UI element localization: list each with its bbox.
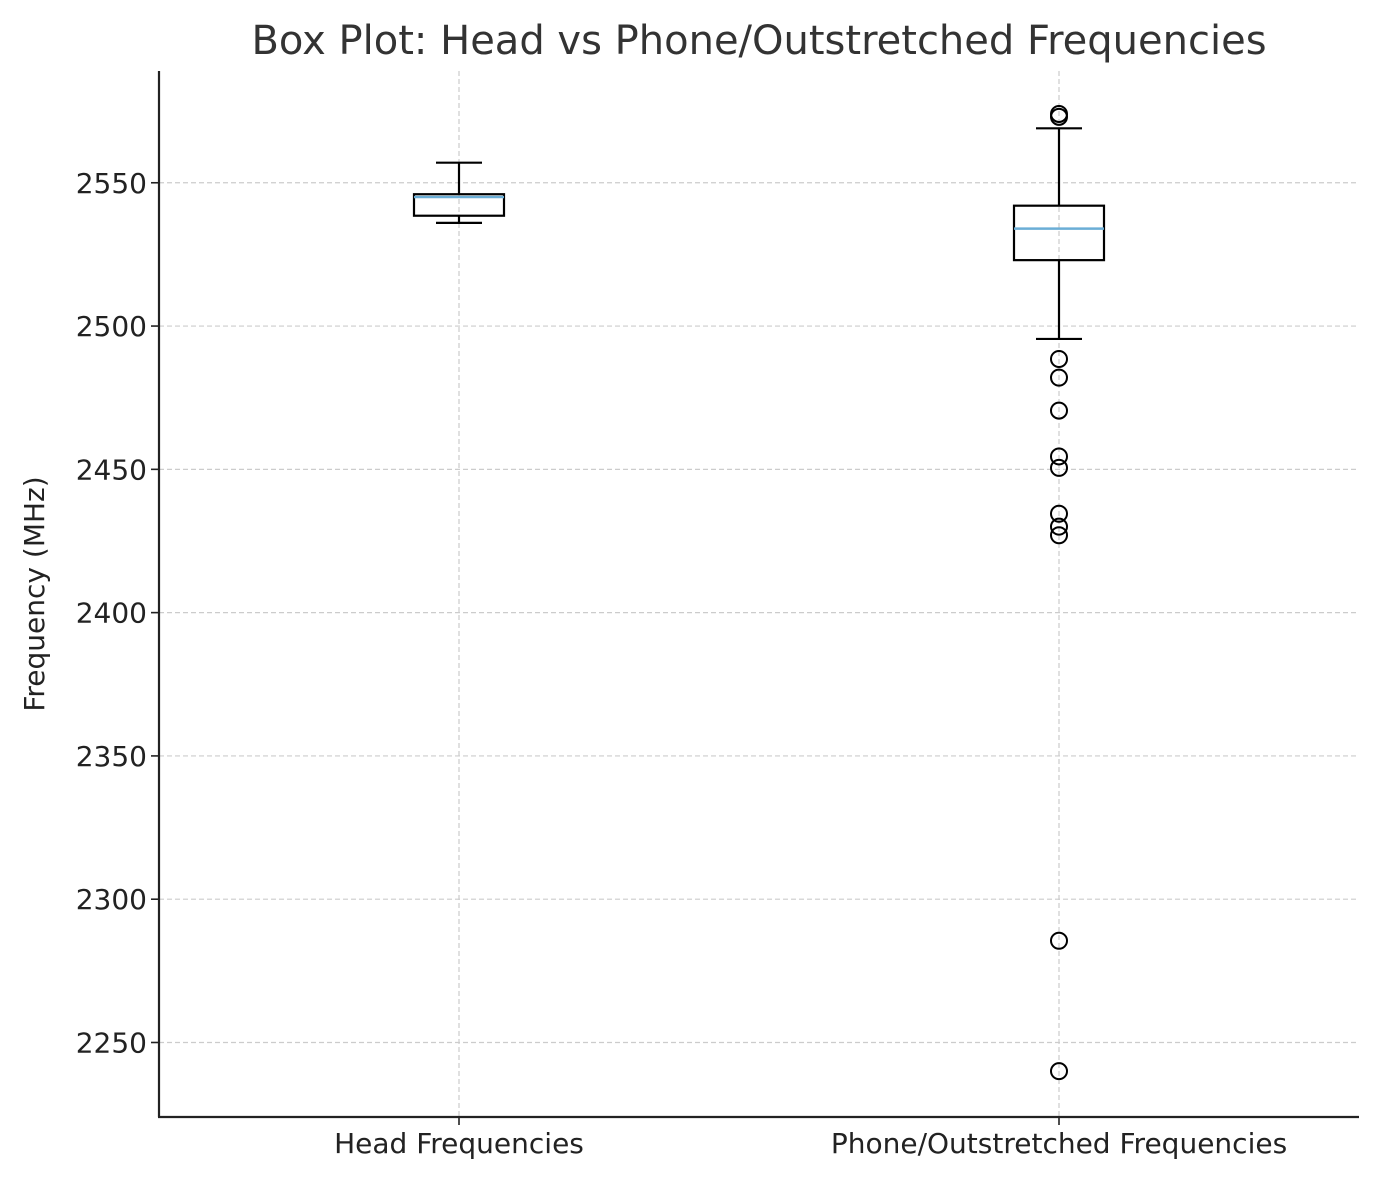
y-tick-label: 2400 (76, 597, 147, 630)
box-iqr (1012, 204, 1106, 262)
outlier-point (1050, 517, 1068, 536)
boxes (412, 104, 1106, 1081)
outlier-point (1050, 526, 1068, 545)
outlier-point (1050, 350, 1068, 369)
box-group-0 (412, 161, 506, 224)
x-tick-label: Phone/Outstretched Frequencies (831, 1127, 1287, 1160)
outlier-point (1050, 447, 1068, 466)
outlier-point (1050, 401, 1068, 420)
outlier-point (1050, 1062, 1068, 1081)
y-tick-label: 2250 (76, 1026, 147, 1059)
outlier-point (1050, 504, 1068, 523)
outlier-point (1050, 107, 1068, 126)
chart-title: Box Plot: Head vs Phone/Outstretched Fre… (251, 18, 1266, 64)
y-tick-label: 2300 (76, 883, 147, 916)
y-tick-label: 2350 (76, 740, 147, 773)
box-iqr (412, 193, 506, 217)
outlier-point (1050, 931, 1068, 950)
y-axis-label: Frequency (MHz) (18, 476, 51, 711)
grid-lines (159, 71, 1359, 1117)
y-axis-ticks: 2250 2300 2350 2400 2450 2500 2550 (76, 167, 159, 1059)
y-tick-label: 2550 (76, 167, 147, 200)
y-tick-label: 2450 (76, 453, 147, 486)
x-tick-label: Head Frequencies (334, 1127, 584, 1160)
outlier-point (1050, 368, 1068, 387)
y-tick-label: 2500 (76, 310, 147, 343)
outlier-point (1050, 458, 1068, 477)
x-axis-ticks: Head Frequencies Phone/Outstretched Frequ… (334, 1117, 1287, 1160)
box-group-1 (1012, 104, 1106, 1081)
